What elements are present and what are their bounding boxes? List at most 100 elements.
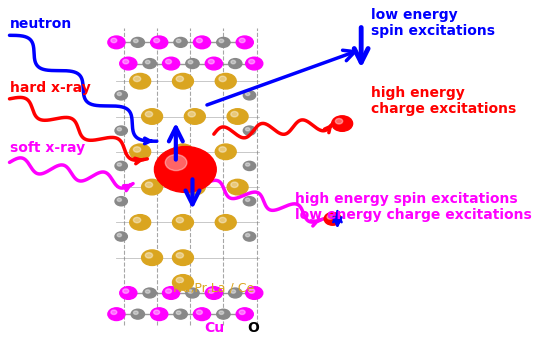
Circle shape <box>145 290 150 293</box>
Circle shape <box>219 217 226 223</box>
Circle shape <box>194 308 211 321</box>
Circle shape <box>166 289 172 293</box>
Circle shape <box>245 128 250 131</box>
Circle shape <box>155 146 216 192</box>
Circle shape <box>176 277 184 283</box>
Circle shape <box>141 109 163 124</box>
Circle shape <box>176 311 181 315</box>
Circle shape <box>108 36 125 49</box>
Circle shape <box>115 91 128 100</box>
Circle shape <box>165 155 187 170</box>
Circle shape <box>143 59 156 68</box>
Circle shape <box>245 234 250 237</box>
Circle shape <box>131 37 145 47</box>
Circle shape <box>163 287 180 299</box>
Circle shape <box>332 116 353 131</box>
Circle shape <box>327 215 333 219</box>
Circle shape <box>176 147 184 152</box>
Circle shape <box>229 288 242 298</box>
Circle shape <box>123 59 129 64</box>
Circle shape <box>243 232 256 241</box>
Circle shape <box>108 308 125 321</box>
Circle shape <box>231 290 235 293</box>
Text: hard x-ray: hard x-ray <box>9 81 90 95</box>
Circle shape <box>245 92 250 96</box>
Circle shape <box>134 76 141 82</box>
Circle shape <box>173 144 194 160</box>
Circle shape <box>143 288 156 298</box>
Circle shape <box>184 179 205 195</box>
Text: low energy
spin excitations: low energy spin excitations <box>371 8 494 38</box>
Circle shape <box>188 112 195 117</box>
Circle shape <box>217 309 230 319</box>
Circle shape <box>208 59 214 64</box>
Circle shape <box>219 311 224 315</box>
Circle shape <box>245 163 250 166</box>
Circle shape <box>145 253 152 258</box>
Circle shape <box>236 36 254 49</box>
Text: high energy spin excitations
low energy charge excitations: high energy spin excitations low energy … <box>295 192 531 222</box>
Circle shape <box>246 57 263 70</box>
Circle shape <box>186 59 199 68</box>
Circle shape <box>215 215 236 230</box>
Circle shape <box>130 73 151 89</box>
Circle shape <box>173 275 194 290</box>
Circle shape <box>120 57 137 70</box>
Circle shape <box>173 250 194 265</box>
Circle shape <box>184 109 205 124</box>
Circle shape <box>134 39 138 43</box>
Circle shape <box>246 287 263 299</box>
Text: neutron: neutron <box>9 17 72 31</box>
Circle shape <box>227 179 248 195</box>
Circle shape <box>145 112 152 117</box>
Circle shape <box>117 163 122 166</box>
Circle shape <box>205 57 222 70</box>
Circle shape <box>215 73 236 89</box>
Circle shape <box>173 73 194 89</box>
Circle shape <box>117 198 122 202</box>
Circle shape <box>176 76 184 82</box>
Circle shape <box>205 287 222 299</box>
Circle shape <box>130 215 151 230</box>
Circle shape <box>151 308 168 321</box>
Text: Nd,Pr,La / Ce: Nd,Pr,La / Ce <box>173 281 255 294</box>
Circle shape <box>115 126 128 135</box>
Circle shape <box>219 76 226 82</box>
Circle shape <box>166 59 172 64</box>
Circle shape <box>188 182 195 187</box>
Circle shape <box>120 287 137 299</box>
Circle shape <box>217 37 230 47</box>
Circle shape <box>196 38 202 43</box>
Circle shape <box>153 310 160 315</box>
Circle shape <box>153 38 160 43</box>
Circle shape <box>163 57 180 70</box>
Circle shape <box>239 310 245 315</box>
Circle shape <box>243 126 256 135</box>
Circle shape <box>208 289 214 293</box>
Circle shape <box>249 59 255 64</box>
Circle shape <box>176 39 181 43</box>
Circle shape <box>111 310 117 315</box>
Circle shape <box>245 198 250 202</box>
Circle shape <box>229 59 242 68</box>
Circle shape <box>243 91 256 100</box>
Circle shape <box>145 60 150 64</box>
Circle shape <box>176 253 184 258</box>
Circle shape <box>117 234 122 237</box>
Circle shape <box>115 161 128 170</box>
Circle shape <box>188 60 193 64</box>
Circle shape <box>117 128 122 131</box>
Circle shape <box>123 289 129 293</box>
Circle shape <box>236 308 254 321</box>
Text: O: O <box>247 321 259 335</box>
Circle shape <box>115 232 128 241</box>
Circle shape <box>145 182 152 187</box>
Circle shape <box>196 310 202 315</box>
Circle shape <box>134 311 138 315</box>
Circle shape <box>151 36 168 49</box>
Circle shape <box>243 161 256 170</box>
Circle shape <box>174 37 187 47</box>
Circle shape <box>134 217 141 223</box>
Text: high energy
charge excitations: high energy charge excitations <box>371 86 516 116</box>
Circle shape <box>173 215 194 230</box>
